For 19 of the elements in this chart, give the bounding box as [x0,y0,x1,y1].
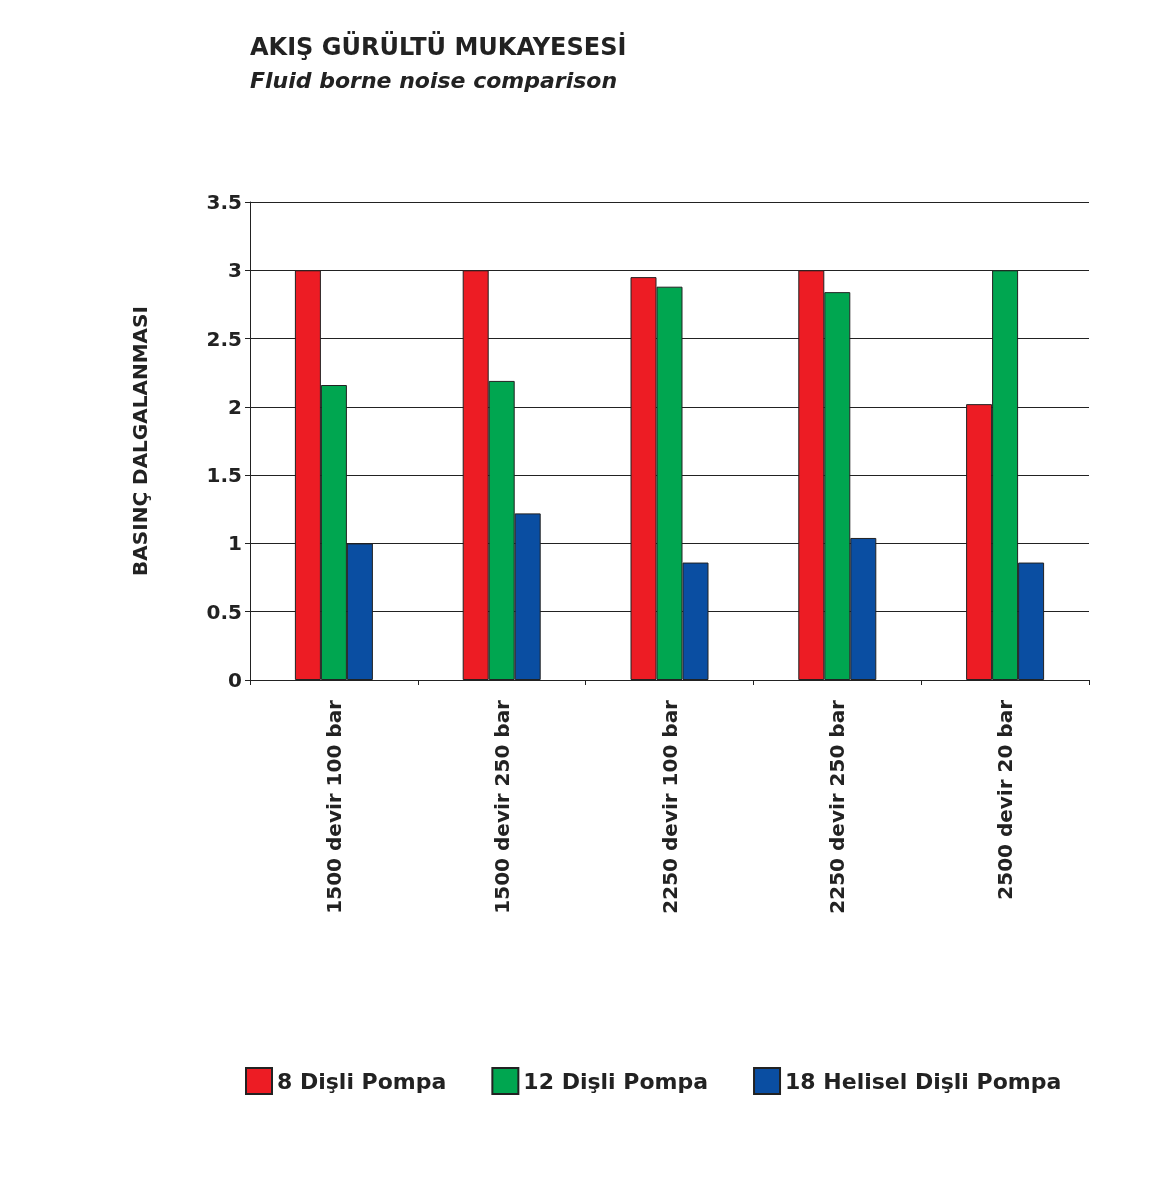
y-tick-label: 3 [228,258,242,283]
y-tick-label: 1 [228,531,242,556]
x-tick-label: 1500 devir 100 bar [321,699,346,914]
legend-label: 18 Helisel Dişli Pompa [785,1068,1062,1094]
y-tick-label: 0 [228,668,242,692]
x-tick-label: 2250 devir 250 bar [825,699,850,914]
chart-title: AKIŞ GÜRÜLTÜ MUKAYESESİ [250,31,627,61]
y-tick-label: 2 [228,394,242,419]
x-tick-label: 1500 devir 250 bar [489,699,514,914]
y-tick-label: 2.5 [206,326,242,351]
y-tick-label: 1.5 [206,463,242,488]
legend-label: 12 Dişli Pompa [523,1068,709,1094]
x-tick-label: 2500 devir 20 bar [993,699,1018,900]
y-tick-label: 3.5 [206,190,242,214]
y-tick-label: 0.5 [206,599,242,624]
x-tick-label: 2250 devir 100 bar [657,699,682,914]
chart-subtitle: Fluid borne noise comparison [250,67,618,93]
legend-label: 8 Dişli Pompa [277,1068,447,1094]
y-axis-title: BASINÇ DALGALANMASI [128,306,152,576]
